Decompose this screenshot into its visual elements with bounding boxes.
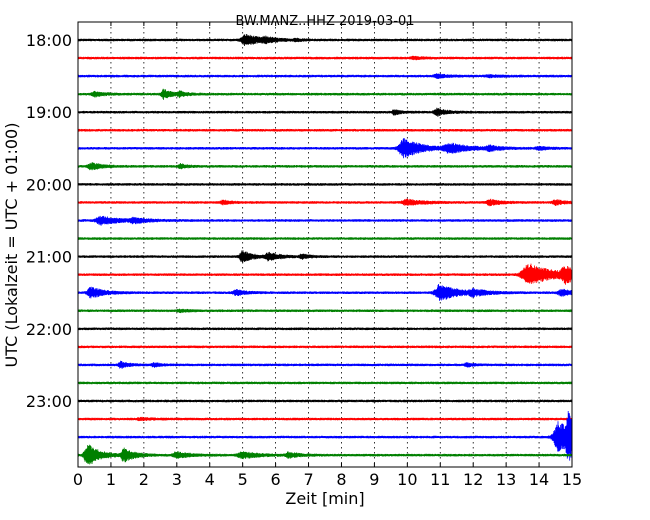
trace-2300 [78,399,572,403]
x-tick-label: 13 [496,470,516,489]
x-tick-label: 11 [430,470,450,489]
x-tick-label: 6 [271,470,281,489]
trace-1900 [78,107,572,117]
traces [78,33,572,465]
trace-2315 [78,416,572,422]
x-axis-label: Zeit [min] [285,489,364,508]
y-axis-label: UTC (Lokalzeit = UTC + 01:00) [2,123,21,368]
x-tick-label: 5 [238,470,248,489]
trace-2130 [78,284,572,301]
trace-2030 [78,215,572,226]
y-tick-label: 22:00 [26,320,72,339]
x-tick-label: 3 [172,470,182,489]
y-tick-label: 18:00 [26,31,72,50]
x-tick-label: 4 [205,470,215,489]
y-tick-label: 21:00 [26,248,72,267]
trace-1945 [78,162,572,171]
x-tick-label: 2 [139,470,149,489]
y-tick-label: 20:00 [26,175,72,194]
trace-2230 [78,360,572,369]
plot-frame [77,21,573,468]
x-tick-label: 8 [336,470,346,489]
x-tick-label: 15 [562,470,582,489]
x-tick-labels: 0 1 2 3 4 5 6 7 8 9 10 11 12 13 14 15 [73,470,582,489]
ticks [77,22,573,467]
trace-1815 [78,55,572,61]
grid-lines [110,22,540,467]
x-tick-label: 7 [303,470,313,489]
y-tick-label: 19:00 [26,103,72,122]
trace-2330 [78,410,572,461]
trace-2100 [78,250,572,264]
trace-2015 [78,198,572,207]
trace-2115 [78,263,572,285]
x-tick-label: 10 [397,470,417,489]
trace-2145 [78,308,572,314]
trace-1845 [78,88,572,100]
trace-2045 [78,237,572,240]
y-tick-label: 23:00 [26,392,72,411]
x-tick-label: 14 [529,470,549,489]
trace-2245 [78,381,572,385]
y-tick-labels: 18:00 19:00 20:00 21:00 22:00 23:00 [26,31,72,411]
x-tick-label: 12 [463,470,483,489]
trace-1915 [78,128,572,132]
trace-1930 [78,138,572,159]
trace-2000 [78,183,572,186]
x-tick-label: 0 [73,470,83,489]
trace-1830 [78,73,572,79]
x-tick-label: 1 [106,470,116,489]
trace-2215 [78,345,572,349]
trace-2200 [78,327,572,331]
trace-1800 [78,33,572,47]
x-tick-label: 9 [369,470,379,489]
trace-2345 [78,444,572,465]
